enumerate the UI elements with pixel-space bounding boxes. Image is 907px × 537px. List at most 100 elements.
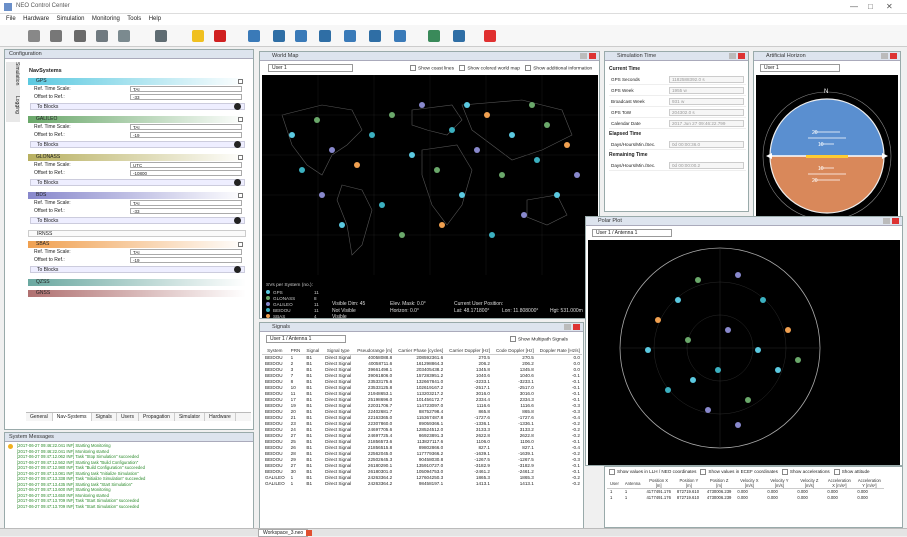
column-header[interactable]: Signal: [303, 348, 323, 355]
system-gnss-header[interactable]: GNSS: [28, 290, 246, 297]
tab-propagation[interactable]: Propagation: [139, 413, 175, 421]
table-row[interactable]: BEIDOU 8 B1 Direct Signal 23533175.6 13266784…: [262, 379, 582, 385]
maximize-icon[interactable]: [881, 53, 888, 59]
table-row[interactable]: BEIDOU 27 B1 Direct Signal 26180290.1 1359107…: [262, 463, 582, 469]
system-qzss-header[interactable]: QZSS: [28, 279, 246, 286]
table-row[interactable]: BEIDOU 26 B1 Direct Signal 21856515.8 8980286…: [262, 445, 582, 451]
system-gps-header[interactable]: GPS: [28, 78, 246, 85]
satellite-icon[interactable]: [393, 30, 406, 42]
timescale-select[interactable]: TAI: [130, 86, 242, 92]
column-header[interactable]: User: [607, 478, 622, 489]
tab-logging[interactable]: Logging: [14, 96, 20, 114]
polar-user-select[interactable]: User 1 / Antenna 1: [592, 229, 672, 237]
menu-file[interactable]: File: [6, 16, 16, 22]
maximize-icon[interactable]: [564, 324, 571, 330]
chart-icon[interactable]: [427, 30, 440, 42]
column-header[interactable]: Doppler Rate [Hz/s]: [536, 348, 582, 355]
system-irnss-header[interactable]: IRNSS: [28, 230, 246, 237]
system-bds-header[interactable]: BDS: [28, 192, 246, 199]
checkbox-icon[interactable]: [525, 65, 532, 71]
run-icon[interactable]: [192, 30, 205, 42]
timescale-select[interactable]: TAI: [130, 124, 242, 130]
close-icon[interactable]: [890, 53, 897, 59]
signals-user-select[interactable]: User 1 / Antenna 1: [266, 335, 346, 343]
world-map-canvas[interactable]: SVs per System (no.): GPS 11 GLONASS 8 GALIL…: [262, 75, 598, 320]
table-row[interactable]: BEIDOU 28 B1 Direct Signal 22562045.0 1177793…: [262, 451, 582, 457]
stop-icon[interactable]: [213, 30, 226, 42]
minimize-button[interactable]: —: [850, 2, 858, 11]
offset-input[interactable]: -33: [130, 208, 242, 214]
column-header[interactable]: Velocity Z [m/s]: [794, 478, 825, 489]
table-row[interactable]: BEIDOU 25 B1 Direct Signal 21856573.6 1138271…: [262, 439, 582, 445]
gear-icon[interactable]: [234, 179, 241, 186]
column-header[interactable]: Velocity X [m/s]: [734, 478, 765, 489]
tab-general[interactable]: General: [26, 413, 53, 421]
show-multipath-check[interactable]: Show Multipath Signals: [518, 337, 568, 343]
table-row[interactable]: GALILEO 1 B1 Direct Signal 24263364.2 9845819…: [262, 481, 582, 487]
to-blocks-button[interactable]: To Blocks: [30, 141, 245, 148]
maximize-icon[interactable]: [883, 218, 890, 224]
table-row[interactable]: BEIDOU 19 B1 Direct Signal 22031706.7 1147230…: [262, 403, 582, 409]
userpos-option[interactable]: Show values in ECEF coordinates: [708, 469, 778, 475]
checkbox-icon[interactable]: [700, 469, 707, 475]
table-row[interactable]: BEIDOU 7 B1 Direct Signal 39061806.0 15728395…: [262, 373, 582, 379]
collapse-icon[interactable]: [238, 242, 243, 247]
world-map-user-select[interactable]: User 1: [268, 64, 353, 72]
timescale-select[interactable]: TAI: [130, 249, 242, 255]
signal-icon[interactable]: [117, 30, 130, 42]
table-row[interactable]: BEIDOU 20 B1 Direct Signal 22402681.7 8875279…: [262, 409, 582, 415]
column-header[interactable]: Signal type: [322, 348, 355, 355]
collapse-icon[interactable]: [238, 193, 243, 198]
system-galileo-header[interactable]: GALILEO: [28, 116, 246, 123]
timescale-select[interactable]: TAI: [130, 200, 242, 206]
column-header[interactable]: Acceleration X [m/s²]: [824, 478, 855, 489]
column-header[interactable]: Code Doppler [Hz]: [492, 348, 537, 355]
antenna-icon[interactable]: [155, 30, 167, 42]
checkbox-icon[interactable]: [781, 469, 788, 475]
tab-users[interactable]: Users: [117, 413, 139, 421]
column-header[interactable]: Position Z [m]: [703, 478, 735, 489]
table-row[interactable]: BEIDOU 30 B1 Direct Signal 26180301.0 1050947…: [262, 469, 582, 475]
column-header[interactable]: Antenna: [621, 478, 644, 489]
checkbox-icon[interactable]: [459, 65, 466, 71]
gear-icon[interactable]: [234, 217, 241, 224]
table-row[interactable]: BEIDOU 27 B1 Direct Signal 24697725.4 8692389…: [262, 433, 582, 439]
close-icon[interactable]: [589, 53, 596, 59]
satellite-icon[interactable]: [319, 30, 332, 42]
new-icon[interactable]: [27, 30, 40, 42]
open-icon[interactable]: [49, 30, 62, 42]
show-coast-lines-check[interactable]: Show coast lines: [418, 66, 454, 72]
show-colored-map-check[interactable]: Show colored world map: [467, 66, 520, 72]
column-header[interactable]: System: [262, 348, 288, 355]
table-row[interactable]: BEIDOU 10 B1 Direct Signal 23533125.8 1026191…: [262, 385, 582, 391]
horizon-user-select[interactable]: User 1: [760, 64, 840, 72]
menu-simulation[interactable]: Simulation: [56, 16, 85, 22]
close-icon[interactable]: [573, 324, 580, 330]
table-row[interactable]: BEIDOU 2 B1 Direct Signal 40058711.6 16129886…: [262, 361, 582, 367]
menu-monitoring[interactable]: Monitoring: [91, 16, 120, 22]
menu-tools[interactable]: Tools: [127, 16, 142, 22]
gear-icon[interactable]: [234, 103, 241, 110]
checkbox-icon[interactable]: [833, 469, 840, 475]
userpos-option[interactable]: Show attitude: [841, 469, 870, 475]
column-header[interactable]: Position Y [m]: [673, 478, 704, 489]
satellite-icon[interactable]: [272, 30, 285, 42]
column-header[interactable]: PRN: [287, 348, 304, 355]
checkbox-icon[interactable]: [410, 65, 416, 71]
system-glonass-header[interactable]: GLONASS: [28, 154, 246, 161]
column-header[interactable]: Position X [m]: [643, 478, 674, 489]
to-blocks-button[interactable]: To Blocks: [30, 217, 245, 224]
close-icon[interactable]: [892, 218, 899, 224]
maximize-icon[interactable]: [580, 53, 587, 59]
to-blocks-button[interactable]: To Blocks: [30, 103, 245, 110]
column-header[interactable]: Carrier Phase [cycles]: [395, 348, 447, 355]
column-header[interactable]: Acceleration Y [m/s²]: [854, 478, 885, 489]
tab-signals[interactable]: Signals: [92, 413, 117, 421]
table-row[interactable]: GALILEO 1 B1 Direct Signal 24263364.2 1276042…: [262, 475, 582, 481]
checkbox-icon[interactable]: [609, 469, 615, 475]
menu-hardware[interactable]: Hardware: [23, 16, 50, 22]
gear-icon[interactable]: [234, 266, 241, 273]
table-row[interactable]: BEIDOU 3 B1 Direct Signal 39661498.1 20340543…: [262, 367, 582, 373]
tab-simulator[interactable]: Simulator: [175, 413, 206, 421]
show-additional-info-check[interactable]: Show additional information: [533, 66, 593, 72]
